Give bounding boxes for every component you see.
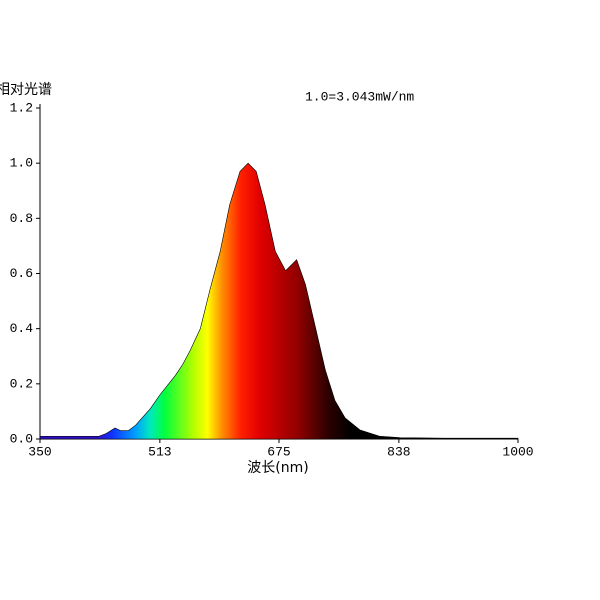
spectrum-area: [39, 162, 519, 440]
x-tick-label: 513: [148, 444, 171, 459]
x-tick-label: 675: [267, 444, 290, 459]
y-tick-label: 0.4: [10, 321, 34, 336]
x-tick-label: 1000: [502, 444, 533, 459]
x-axis-label: 波长(nm): [247, 460, 308, 476]
y-tick-label: 1.0: [10, 156, 33, 171]
y-tick-label: 0.8: [10, 211, 33, 226]
y-tick-label: 0.2: [10, 376, 33, 391]
y-tick-label: 0.6: [10, 266, 33, 281]
x-tick-label: 838: [387, 444, 410, 459]
y-axis-label: 相对光谱: [0, 82, 52, 98]
y-tick-label: 0.0: [10, 431, 33, 446]
x-tick-label: 350: [28, 444, 51, 459]
y-tick-label: 1.2: [10, 100, 33, 115]
annotation: 1.0=3.043mW/nm: [305, 89, 414, 104]
